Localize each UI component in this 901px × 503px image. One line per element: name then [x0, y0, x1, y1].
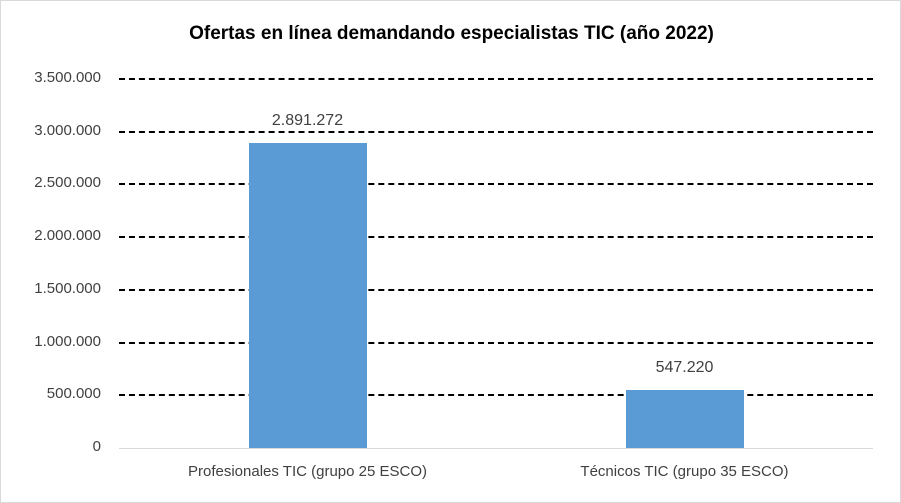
gridline — [119, 130, 873, 133]
data-label: 547.220 — [655, 359, 714, 377]
y-tick-label: 3.000.000 — [34, 121, 101, 139]
x-tick-label: Técnicos TIC (grupo 35 ESCO) — [580, 463, 789, 480]
y-tick-label: 3.500.000 — [34, 69, 101, 86]
x-tick-label: Profesionales TIC (grupo 25 ESCO) — [188, 463, 427, 480]
gridline — [119, 288, 873, 291]
gridline — [119, 341, 873, 344]
bar — [248, 143, 367, 448]
y-tick-label: 2.000.000 — [34, 227, 101, 245]
y-tick-label: 0 — [92, 438, 101, 455]
data-label: 2.891.272 — [271, 112, 344, 130]
y-tick-label: 1.000.000 — [34, 332, 101, 350]
chart-title: Ofertas en línea demandando especialista… — [189, 23, 714, 44]
gridline — [119, 78, 873, 80]
x-axis-line — [119, 448, 873, 449]
gridline — [119, 394, 873, 397]
y-tick-label: 2.500.000 — [34, 174, 101, 192]
gridline — [119, 236, 873, 239]
y-tick-label: 1.500.000 — [34, 279, 101, 297]
y-tick-label: 500.000 — [46, 385, 101, 403]
bar — [625, 390, 744, 448]
gridline — [119, 183, 873, 186]
